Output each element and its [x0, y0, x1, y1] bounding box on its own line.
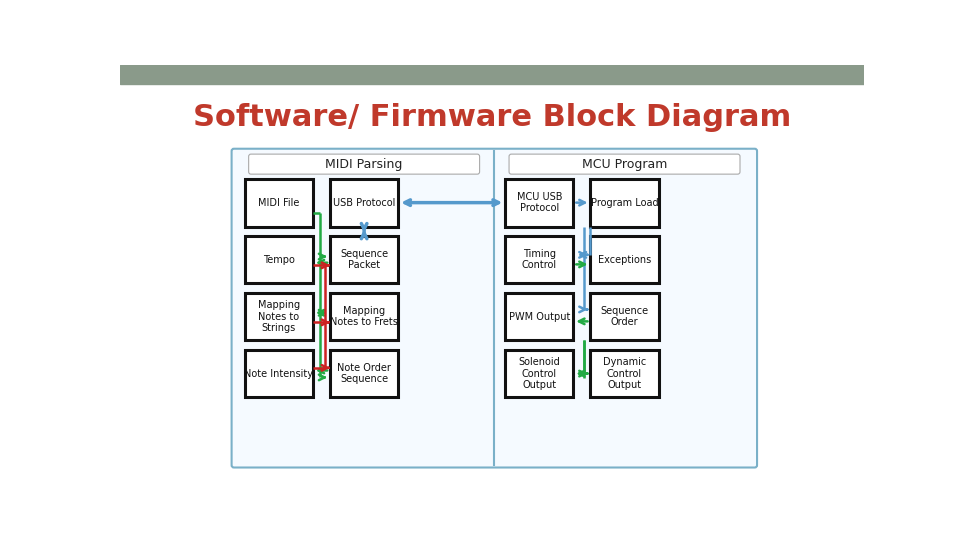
Text: MIDI File: MIDI File — [258, 198, 300, 207]
Bar — [505, 350, 573, 397]
Bar — [330, 179, 398, 226]
FancyBboxPatch shape — [231, 148, 757, 468]
Text: Mapping
Notes to Frets: Mapping Notes to Frets — [330, 306, 398, 327]
Bar — [590, 236, 659, 284]
Bar — [590, 293, 659, 340]
Text: Timing
Control: Timing Control — [521, 249, 557, 271]
Text: Sequence
Packet: Sequence Packet — [340, 249, 388, 271]
Bar — [505, 236, 573, 284]
Bar — [245, 179, 313, 226]
Bar — [330, 350, 398, 397]
Bar — [245, 293, 313, 340]
Bar — [505, 179, 573, 226]
Text: MCU Program: MCU Program — [582, 158, 667, 171]
Bar — [245, 350, 313, 397]
Text: USB Protocol: USB Protocol — [333, 198, 396, 207]
Text: Tempo: Tempo — [263, 255, 295, 265]
Text: Exceptions: Exceptions — [598, 255, 651, 265]
Bar — [590, 350, 659, 397]
Text: Note Intensity: Note Intensity — [245, 369, 313, 379]
Bar — [330, 236, 398, 284]
Bar — [330, 293, 398, 340]
Bar — [245, 236, 313, 284]
Text: Dynamic
Control
Output: Dynamic Control Output — [603, 357, 646, 390]
Text: MIDI Parsing: MIDI Parsing — [325, 158, 403, 171]
Text: Solenoid
Control
Output: Solenoid Control Output — [518, 357, 560, 390]
FancyBboxPatch shape — [509, 154, 740, 174]
Text: Mapping
Notes to
Strings: Mapping Notes to Strings — [258, 300, 300, 333]
FancyBboxPatch shape — [249, 154, 480, 174]
Text: Sequence
Order: Sequence Order — [600, 306, 649, 327]
Text: Program Load: Program Load — [590, 198, 659, 207]
Text: Software/ Firmware Block Diagram: Software/ Firmware Block Diagram — [193, 103, 791, 132]
Text: PWM Output: PWM Output — [509, 312, 570, 322]
Bar — [120, 65, 864, 84]
Text: MCU USB
Protocol: MCU USB Protocol — [516, 192, 562, 213]
Bar — [590, 179, 659, 226]
Text: Note Order
Sequence: Note Order Sequence — [337, 363, 391, 384]
Bar — [505, 293, 573, 340]
